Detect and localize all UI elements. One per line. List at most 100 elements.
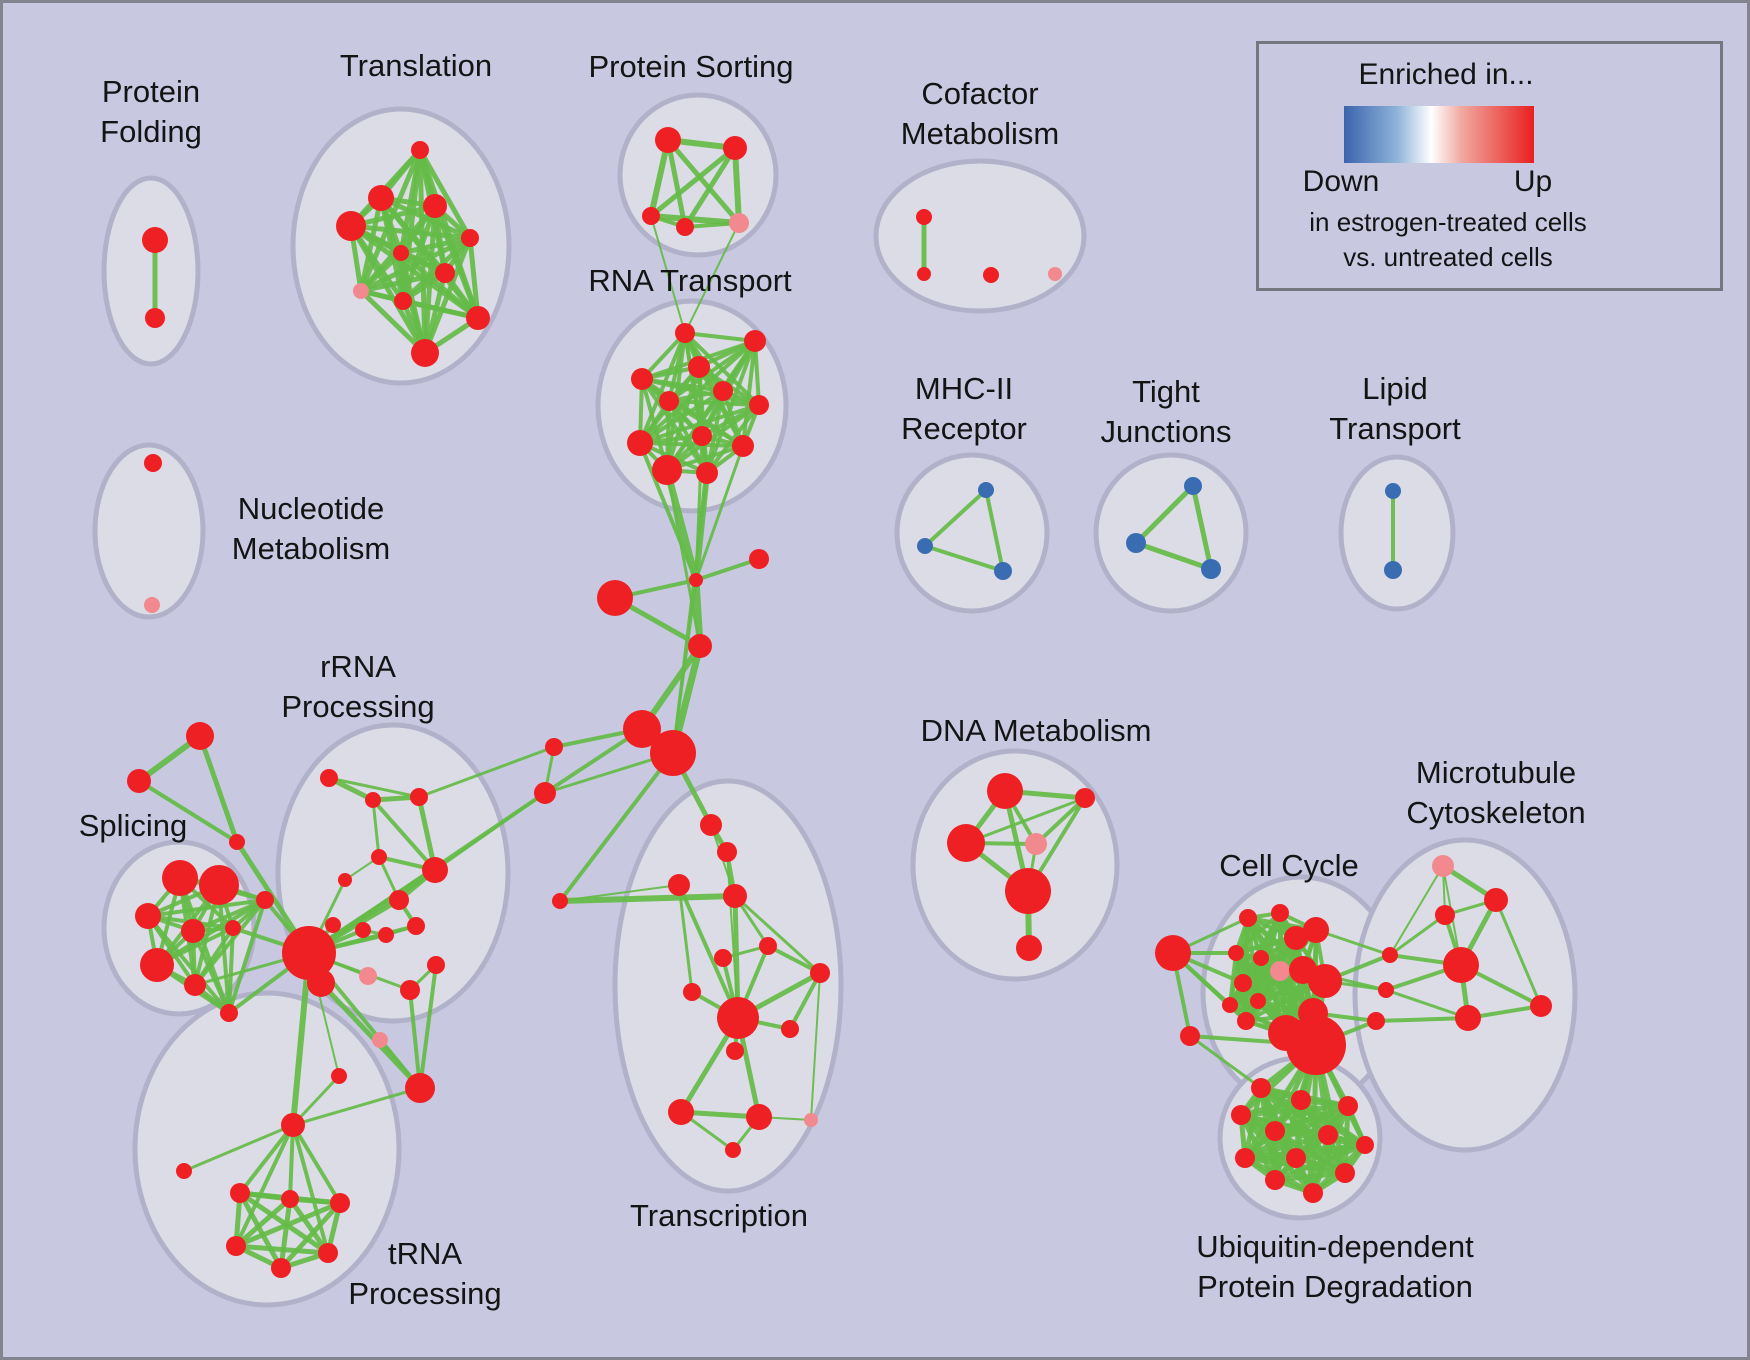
node-rr6 xyxy=(422,857,448,883)
node-tx8 xyxy=(683,983,701,1001)
edge xyxy=(557,893,738,904)
node-u10 xyxy=(1265,1170,1285,1190)
node-h3 xyxy=(330,1193,350,1213)
edge xyxy=(1314,928,1392,957)
edge xyxy=(558,751,675,903)
edge xyxy=(327,776,421,799)
mesh-edge xyxy=(348,223,428,356)
node-cf1 xyxy=(916,209,932,225)
node-rt4 xyxy=(631,368,653,390)
node-tiso xyxy=(176,1163,192,1179)
cluster-lipid-transport-ellipse xyxy=(1338,454,1456,612)
node-t10 xyxy=(466,306,490,330)
node-d4 xyxy=(1025,833,1047,855)
mesh-edge xyxy=(155,898,267,967)
node-mh3 xyxy=(994,562,1012,580)
node-t9 xyxy=(394,292,412,310)
node-u4 xyxy=(1231,1105,1251,1125)
edge xyxy=(964,796,1087,845)
node-ps3 xyxy=(642,207,660,225)
node-rt12 xyxy=(696,462,718,484)
node-tx6 xyxy=(714,949,732,967)
mesh-edge xyxy=(638,331,687,445)
edge xyxy=(291,1123,330,1255)
node-cj2 xyxy=(1378,982,1394,998)
cluster-tight-junctions-ellipse xyxy=(1093,452,1249,614)
edge xyxy=(788,971,822,1031)
node-h4 xyxy=(226,1236,246,1256)
edge xyxy=(694,557,761,582)
cluster-trna-processing-label: tRNA xyxy=(388,1236,462,1271)
mesh-edge xyxy=(432,203,481,321)
edge xyxy=(648,145,738,219)
network-svg: Protein Folding Translation Protein Sorting… xyxy=(79,48,1586,1311)
edge xyxy=(678,1109,762,1120)
edge xyxy=(1034,796,1087,846)
node-t3 xyxy=(423,194,447,218)
edge xyxy=(559,884,680,902)
cluster-dna-metabolism-ellipse xyxy=(910,748,1120,982)
node-u7 xyxy=(1356,1136,1374,1154)
node-m4 xyxy=(1443,947,1479,983)
edge xyxy=(684,222,740,334)
node-tri1 xyxy=(186,722,214,750)
edge xyxy=(682,145,738,230)
cluster-cofactor-metabolism-label: Metabolism xyxy=(901,116,1060,151)
node-rt2 xyxy=(744,330,766,352)
node-t2 xyxy=(368,185,394,211)
node-j4 xyxy=(688,634,712,658)
node-tx12 xyxy=(746,1104,772,1130)
mesh-edge xyxy=(417,147,473,241)
node-tri2 xyxy=(127,769,151,793)
edge xyxy=(671,578,698,755)
cluster-protein-sorting-label: Protein Sorting xyxy=(588,49,793,84)
node-j3 xyxy=(597,580,633,616)
node-rt6 xyxy=(659,391,679,411)
node-rr17 xyxy=(427,956,445,974)
node-rr14 xyxy=(405,1073,435,1103)
node-rr10 xyxy=(378,927,394,943)
node-s7 xyxy=(140,948,174,982)
cluster-rrna-processing-label: Processing xyxy=(281,689,434,724)
node-s1 xyxy=(162,860,198,896)
cluster-protein-folding-ellipse xyxy=(101,175,201,367)
node-rt1 xyxy=(675,323,695,343)
cluster-microtubule-cytoskeleton-label: Microtubule xyxy=(1416,755,1576,790)
mesh-edge xyxy=(233,1200,343,1249)
edge xyxy=(418,963,438,1090)
node-c5 xyxy=(1228,945,1244,961)
node-s2 xyxy=(199,865,239,905)
node-m2 xyxy=(1484,888,1508,912)
cluster-mhc-ii-receptor-ellipse xyxy=(894,452,1050,614)
node-tx11 xyxy=(668,1099,694,1125)
node-tj2 xyxy=(1126,533,1146,553)
node-ps1 xyxy=(655,127,681,153)
mesh-edge xyxy=(233,1196,293,1249)
node-j5 xyxy=(623,710,661,748)
node-h5 xyxy=(318,1243,338,1263)
node-m3 xyxy=(1435,905,1455,925)
edge xyxy=(291,1086,422,1127)
edge xyxy=(677,883,740,1020)
node-d1 xyxy=(987,773,1023,809)
edge xyxy=(665,137,688,230)
node-rr4 xyxy=(371,849,387,865)
cluster-ubiquitin-dependent-protein-degradation-label: Ubiquitin-dependent xyxy=(1196,1229,1474,1264)
mesh-edge xyxy=(237,1190,284,1271)
node-tx1 xyxy=(700,814,722,836)
edge xyxy=(288,1123,295,1201)
mesh-edge xyxy=(705,339,757,475)
node-t8 xyxy=(353,283,369,299)
node-n2 xyxy=(144,597,160,613)
node-d2 xyxy=(1075,788,1095,808)
node-s6 xyxy=(256,891,274,909)
cluster-translation-label: Translation xyxy=(340,48,492,83)
mesh-edge xyxy=(640,377,761,407)
mesh-edge xyxy=(467,235,481,321)
mesh-edge xyxy=(358,270,448,294)
node-c7 xyxy=(1270,961,1290,981)
node-lt1 xyxy=(1385,483,1401,499)
cluster-trna-processing-label: Processing xyxy=(348,1276,501,1311)
edge xyxy=(543,727,644,795)
legend-title: Enriched in... xyxy=(1358,58,1534,91)
